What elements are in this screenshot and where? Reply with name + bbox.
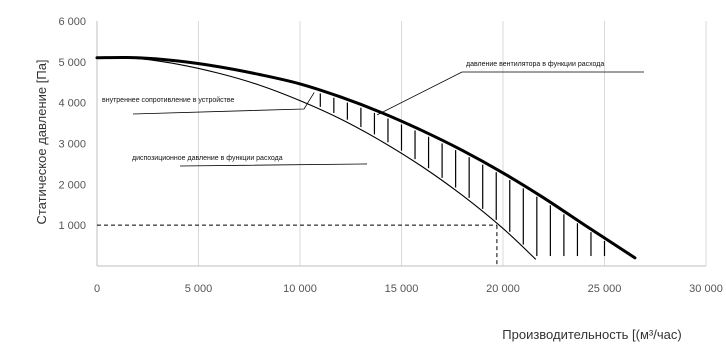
y-tick-label: 4 000: [58, 98, 86, 110]
annotation-label: диспозиционное давление в функции расход…: [132, 155, 283, 162]
reference-lines: [97, 224, 498, 266]
x-tick-label: 0: [94, 283, 100, 295]
grid-lines: [96, 21, 707, 267]
y-tick-label: 6 000: [58, 16, 86, 28]
annotations: давление вентилятора в функции расхода вн…: [102, 61, 644, 167]
available-pressure-curve: [96, 57, 537, 260]
series-lines: [95, 56, 637, 260]
x-tick-label: 10 000: [283, 283, 317, 295]
x-tick-label: 25 000: [588, 283, 622, 295]
hatched-region: [319, 93, 606, 257]
annotation-leader: [376, 71, 644, 116]
y-axis-label: Статическое давление [Па]: [34, 59, 49, 224]
annotation-label: давление вентилятора в функции расхода: [466, 61, 604, 68]
y-tick-label: 2 000: [58, 179, 86, 191]
y-tick-label: 1 000: [58, 220, 86, 232]
x-tick-label: 5 000: [185, 283, 213, 295]
x-axis-label: Производительность [(м³/час): [502, 327, 681, 342]
x-tick-label: 30 000: [689, 283, 723, 295]
annotation-leader: [132, 92, 315, 115]
x-tick-label: 15 000: [385, 283, 419, 295]
y-tick-label: 5 000: [58, 57, 86, 69]
tick-labels: 0 5 000 10 000 15 000 20 000 25 000 30 000 1 00…: [58, 16, 722, 295]
y-tick-label: 3 000: [58, 139, 86, 151]
annotation-label: внутреннее сопротивление в устройстве: [102, 96, 235, 104]
annotation-leader: [179, 163, 367, 167]
x-tick-label: 20 000: [486, 283, 520, 295]
fan-pressure-curve: [95, 56, 637, 260]
